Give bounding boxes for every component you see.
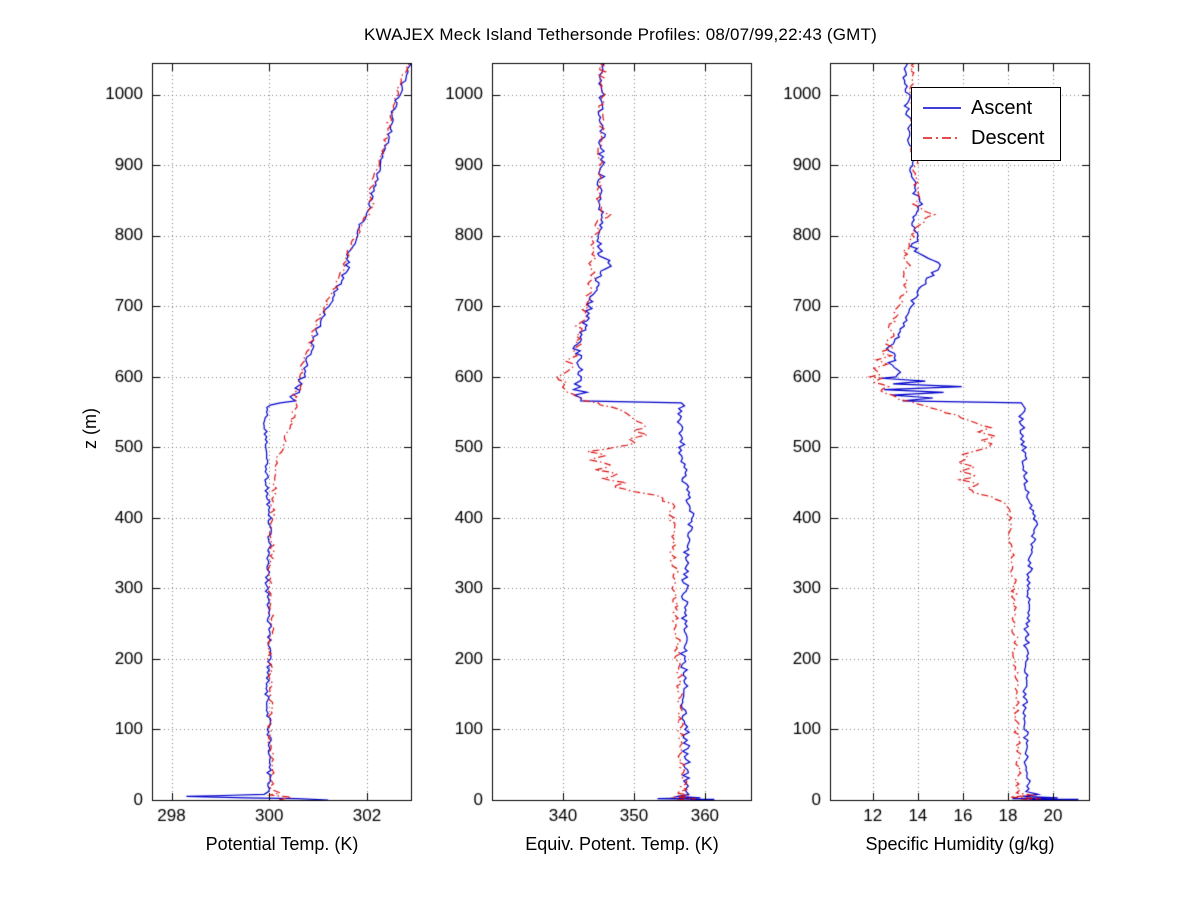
legend-label-ascent: Ascent	[971, 97, 1033, 119]
ascent-line-sample	[923, 107, 961, 109]
legend-label-descent: Descent	[971, 127, 1045, 149]
legend: Ascent Descent	[911, 87, 1062, 161]
legend-item-ascent: Ascent	[922, 96, 1044, 120]
x-axis-label-specific-humidity: Specific Humidity (g/kg)	[865, 834, 1055, 854]
chart-title: KWAJEX Meck Island Tethersonde Profiles:…	[364, 25, 877, 44]
y-axis-label: z (m)	[79, 408, 100, 449]
x-axis-label-potential-temp: Potential Temp. (K)	[205, 834, 359, 854]
descent-line-sample	[923, 137, 961, 139]
x-axis-label-equiv-potent-temp: Equiv. Potent. Temp. (K)	[525, 834, 719, 854]
legend-item-descent: Descent	[922, 126, 1044, 150]
